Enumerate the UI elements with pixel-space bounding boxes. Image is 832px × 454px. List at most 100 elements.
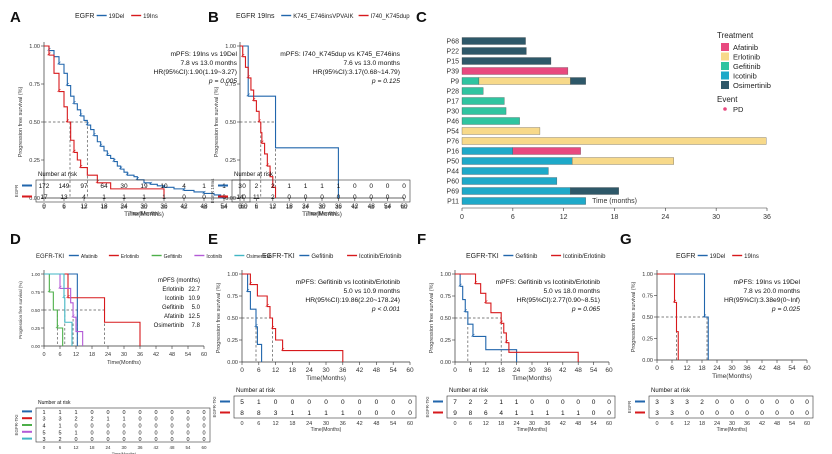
patient-label: P76 xyxy=(447,139,460,146)
annotation-line: p = 0.065 xyxy=(571,306,600,313)
risk-x-tick-label: 48 xyxy=(368,205,374,211)
x-tick-label: 18 xyxy=(611,214,619,221)
risk-x-tick-label: 6 xyxy=(469,421,472,427)
risk-x-tick-label: 42 xyxy=(560,421,566,427)
y-tick-label: 0.75 xyxy=(29,82,40,88)
risk-count: 3 xyxy=(655,410,659,417)
risk-x-tick-label: 6 xyxy=(62,205,65,211)
x-tick-label: 54 xyxy=(390,367,398,374)
censor-mark xyxy=(271,184,275,188)
censor-mark xyxy=(47,289,52,293)
x-tick-label: 0 xyxy=(460,214,464,221)
censor-mark xyxy=(72,101,76,104)
annotation-drug: Erlotinib xyxy=(162,287,184,293)
risk-count: 0 xyxy=(154,417,157,423)
x-tick-label: 18 xyxy=(286,203,294,210)
x-tick-label: 30 xyxy=(712,214,720,221)
censor-mark xyxy=(241,53,245,57)
risk-x-tick-label: 18 xyxy=(101,205,107,211)
patient-label: P54 xyxy=(447,129,460,136)
risk-count: 3 xyxy=(42,437,45,443)
y-axis-title: Progression free survival (%) xyxy=(216,283,222,354)
y-tick-label: 0.00 xyxy=(227,360,238,366)
risk-count: 0 xyxy=(386,183,390,190)
risk-count: 1 xyxy=(324,410,328,417)
annotation: mPFS: Gefitinib vs Icotinib/Erlotinib 5.0… xyxy=(296,279,401,313)
risk-x-tick-label: 42 xyxy=(181,205,187,211)
x-tick-label: 42 xyxy=(180,203,188,210)
panel-letter: E xyxy=(208,231,218,248)
km-curve-osimertinib xyxy=(44,273,73,346)
risk-count: 97 xyxy=(80,183,88,190)
annotation-line: 7.8 vs 13.0 months xyxy=(180,60,237,67)
risk-count: 172 xyxy=(39,183,50,190)
risk-x-tick-label: 36 xyxy=(340,421,346,427)
annotation-value: 12.5 xyxy=(188,314,200,320)
censor-mark xyxy=(148,181,153,185)
x-tick-label: 36 xyxy=(763,214,771,221)
x-tick-label: 24 xyxy=(302,203,310,210)
risk-x-tick-label: 30 xyxy=(141,205,147,211)
annotation-line: 7.6 vs 13.0 months xyxy=(343,60,400,67)
patient-label: P39 xyxy=(447,69,460,76)
risk-count: 1 xyxy=(58,410,61,416)
x-tick-label: 60 xyxy=(803,365,811,372)
legend: EGFR-TKI Gefitinib Icotinib/Erlotinib xyxy=(466,253,606,260)
risk-count: 0 xyxy=(138,410,141,416)
y-tick-label: 1.00 xyxy=(440,272,451,278)
km-curve-k745-e746insvpvaik xyxy=(240,45,339,198)
axes: 0.00 0.25 0.50 0.75 1.00 0 6 12 18 24 30 36 42 48 54 60… xyxy=(429,270,613,382)
y-axis-title: Progression free survival (%) xyxy=(18,87,24,158)
legend-swatch-osimertinib xyxy=(721,81,729,89)
risk-x-tick-label: 60 xyxy=(606,421,612,427)
risk-x-tick-label: 42 xyxy=(153,445,159,450)
risk-count: 0 xyxy=(186,437,189,443)
risk-count: 0 xyxy=(90,430,93,436)
censor-mark xyxy=(257,119,261,123)
risk-x-tick-label: 48 xyxy=(169,445,175,450)
annotation-line: p < 0.001 xyxy=(371,306,400,313)
patient-label: P28 xyxy=(447,89,460,96)
risk-count: 0 xyxy=(775,399,779,406)
patient-label: P46 xyxy=(447,119,460,126)
panel-a: A EGFR 19Del 19Ins 0.00 0.25 0.50 0.75 1.00 0 6 12 1… xyxy=(10,9,251,218)
median-guides xyxy=(657,316,708,360)
risk-count: 0 xyxy=(74,437,77,443)
risk-count: 0 xyxy=(170,437,173,443)
x-tick-label: 42 xyxy=(758,365,766,372)
legend-title-event: Event xyxy=(717,95,738,104)
risk-x-tick-label: 60 xyxy=(241,205,247,211)
risk-table-ylabel: EGFR-TKI xyxy=(212,397,217,418)
patient-label: P11 xyxy=(447,199,459,206)
risk-count: 0 xyxy=(186,417,189,423)
x-tick-label: 18 xyxy=(698,365,706,372)
x-tick-label: 48 xyxy=(373,367,381,374)
x-tick-label: 24 xyxy=(306,367,314,374)
y-tick-label: 0.25 xyxy=(642,337,653,343)
risk-count: 1 xyxy=(320,183,324,190)
risk-count: 1 xyxy=(122,417,125,423)
risk-count: 0 xyxy=(408,399,412,406)
risk-x-tick-label: 30 xyxy=(319,205,325,211)
x-tick-label: 42 xyxy=(351,203,359,210)
risk-count: 0 xyxy=(546,399,550,406)
treatment-bar-icotinib xyxy=(461,177,558,185)
panel-b: B EGFR 19Ins K745_E746insVPVAIK I740_K745du… xyxy=(208,9,410,218)
annotation-line: mPFS: Gefitinib vs Icotinib/Erlotinib xyxy=(496,279,601,286)
risk-count: 0 xyxy=(242,194,246,201)
censor-mark xyxy=(245,288,250,292)
treatment-bar-icotinib xyxy=(461,187,571,195)
median-guides xyxy=(242,317,273,362)
censor-mark xyxy=(65,82,70,86)
risk-count: 2 xyxy=(700,399,704,406)
censor-mark xyxy=(202,190,206,194)
risk-x-tick-label: 18 xyxy=(286,205,292,211)
y-axis-title: Progression free survival (%) xyxy=(214,87,220,158)
annotation-line: HR(95%CI):3.38e9(0~Inf) xyxy=(724,297,800,304)
km-curve-19ins xyxy=(657,273,679,360)
annotation-line: HR(95%CI):19.86(2.20~178.24) xyxy=(305,297,400,304)
legend-title: EGFR xyxy=(676,253,695,260)
panel-d: D EGFR-TKI Afatinib Erlotinib Gefitinib Icoti… xyxy=(10,231,272,454)
patient-label: P17 xyxy=(447,99,460,106)
